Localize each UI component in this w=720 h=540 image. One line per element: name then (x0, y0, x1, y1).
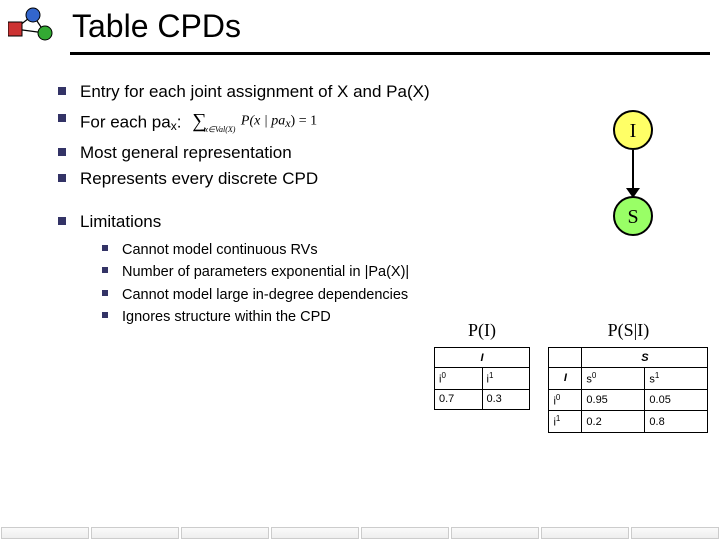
table-psi-title: P(S|I) (548, 320, 708, 341)
thumb (361, 527, 449, 539)
table-cell: s1 (645, 368, 708, 390)
table-psi-grid: S I s0 s1 i0 0.95 0.05 i1 0.2 0.8 (548, 347, 708, 433)
table-cell: 0.2 (582, 411, 645, 433)
limitation-item: Cannot model large in-degree dependencie… (80, 284, 708, 306)
table-cell: i0 (549, 389, 582, 411)
table-row: 0.7 0.3 (435, 389, 530, 409)
table-row: i1 0.2 0.8 (549, 411, 708, 433)
table-cell: 0.7 (435, 389, 483, 409)
table-header: I (435, 348, 530, 368)
limitation-item: Cannot model continuous RVs (80, 239, 708, 261)
table-pi-title: P(I) (434, 320, 530, 341)
table-header (549, 348, 582, 368)
title-region: Table CPDs (0, 0, 720, 72)
footer-thumbnails (0, 526, 720, 540)
table-row: S (549, 348, 708, 368)
edge-line (632, 150, 634, 192)
table-row: i0 i1 (435, 368, 530, 390)
limitations-list: Cannot model continuous RVs Number of pa… (80, 239, 708, 329)
table-row: I (435, 348, 530, 368)
table-pi: P(I) I i0 i1 0.7 0.3 (434, 320, 530, 410)
formula: ∑x∈Val(X) P(x | pax) = 1 (192, 107, 322, 139)
thumb (181, 527, 269, 539)
thumb (1, 527, 89, 539)
table-pi-grid: I i0 i1 0.7 0.3 (434, 347, 530, 410)
table-cell: i0 (435, 368, 483, 390)
node-s: S (613, 196, 653, 236)
thumb (451, 527, 539, 539)
bullet-item: Entry for each joint assignment of X and… (58, 80, 708, 105)
node-i: I (613, 110, 653, 150)
table-cell: 0.8 (645, 411, 708, 433)
table-cell: 0.05 (645, 389, 708, 411)
table-row: I s0 s1 (549, 368, 708, 390)
table-cell: 0.95 (582, 389, 645, 411)
thumb (91, 527, 179, 539)
title-underline (70, 52, 710, 55)
cpd-tables: P(I) I i0 i1 0.7 0.3 P(S|I) S I s0 s1 (434, 320, 714, 433)
pa-subscript: x (171, 119, 177, 133)
thumb (631, 527, 719, 539)
table-header: I (549, 368, 582, 390)
bayes-net: I S (608, 110, 658, 238)
table-header: S (582, 348, 708, 368)
slide-title: Table CPDs (72, 8, 241, 45)
table-cell: i1 (482, 368, 530, 390)
table-cell: 0.3 (482, 389, 530, 409)
thumb (271, 527, 359, 539)
table-cell: i1 (549, 411, 582, 433)
table-psi: P(S|I) S I s0 s1 i0 0.95 0.05 i1 0.2 0.8 (548, 320, 708, 433)
thumb (541, 527, 629, 539)
table-cell: s0 (582, 368, 645, 390)
limitation-item: Number of parameters exponential in |Pa(… (80, 261, 708, 283)
table-row: i0 0.95 0.05 (549, 389, 708, 411)
bullet-text: For each pa (80, 112, 171, 131)
